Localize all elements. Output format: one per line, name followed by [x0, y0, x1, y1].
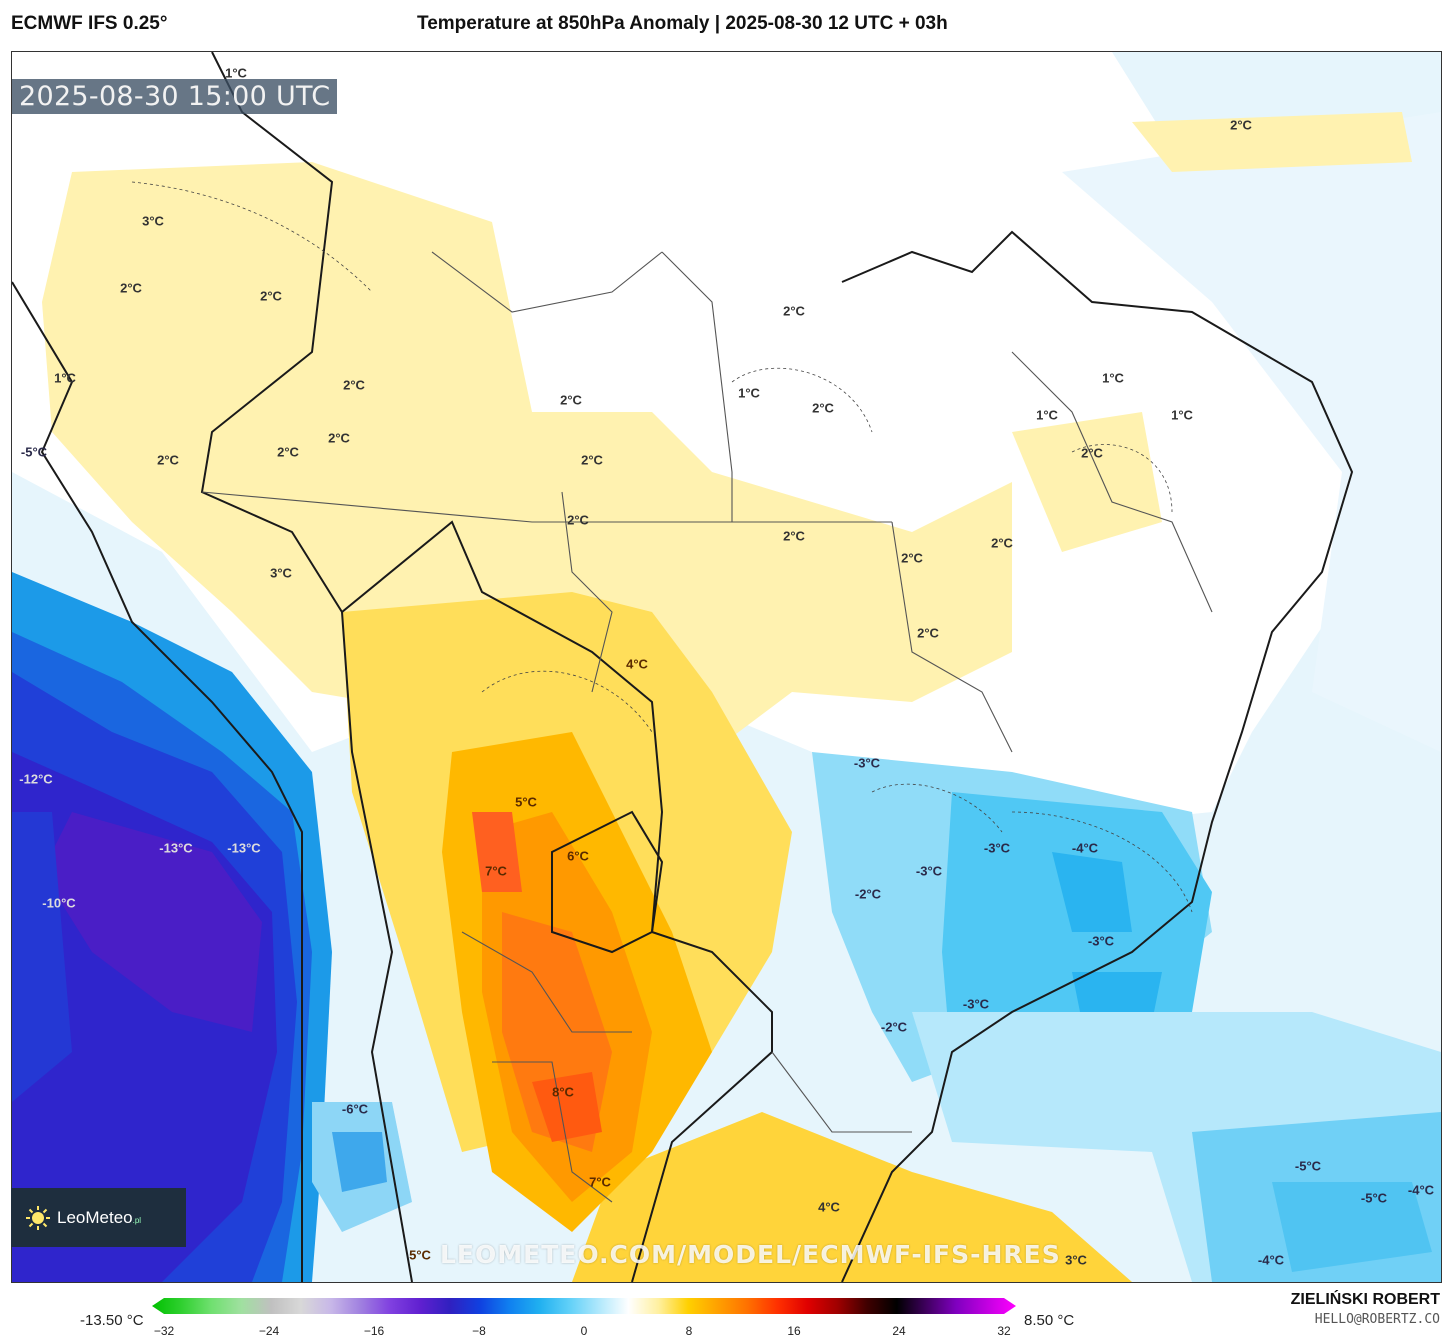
contour-label: -3°C: [983, 840, 1011, 856]
contour-label: 6°C: [567, 848, 589, 864]
contour-label: 2°C: [1081, 445, 1103, 461]
contour-label: -5°C: [20, 444, 48, 460]
logo-text: LeoMeteo.pl: [57, 1207, 142, 1227]
author-credit: ZIELIŃSKI ROBERT HELLO@ROBERTZ.CO: [1291, 1291, 1440, 1327]
contour-label: -13°C: [159, 840, 193, 856]
contour-label: -5°C: [1294, 1158, 1322, 1174]
colorbar-tick: −16: [363, 1324, 385, 1338]
colorbar-tick: 32: [997, 1324, 1011, 1338]
colorbar-tick: 16: [787, 1324, 801, 1338]
contour-label: 1°C: [1036, 407, 1058, 423]
contour-label: 2°C: [783, 528, 805, 544]
contour-label: 1°C: [54, 370, 76, 386]
contour-label: -10°C: [42, 895, 76, 911]
colorbar-tick: −8: [472, 1324, 486, 1338]
contour-label: 2°C: [120, 280, 142, 296]
colorbar-max-label: 8.50 °C: [1024, 1312, 1075, 1329]
contour-label: -3°C: [962, 996, 990, 1012]
contour-label: 4°C: [626, 656, 648, 672]
contour-label: -3°C: [853, 755, 881, 771]
map-title: Temperature at 850hPa Anomaly | 2025-08-…: [417, 13, 948, 34]
contour-label: 2°C: [260, 288, 282, 304]
contour-label: 2°C: [567, 512, 589, 528]
contour-label: 5°C: [409, 1247, 431, 1263]
contour-label: 3°C: [142, 213, 164, 229]
colorbar-tick: −32: [153, 1324, 175, 1338]
contour-label: 3°C: [270, 565, 292, 581]
anomaly-field: [12, 52, 1441, 1282]
contour-label: -6°C: [341, 1101, 369, 1117]
colorbar-min-label: -13.50 °C: [80, 1312, 144, 1329]
contour-label: 2°C: [917, 625, 939, 641]
contour-label: 2°C: [783, 303, 805, 319]
author-email: HELLO@ROBERTZ.CO: [1314, 1312, 1440, 1327]
contour-label: 1°C: [1102, 370, 1124, 386]
contour-label: 8°C: [552, 1084, 574, 1100]
author-name: ZIELIŃSKI ROBERT: [1290, 1291, 1440, 1308]
contour-label: 2°C: [343, 377, 365, 393]
contour-label: 1°C: [738, 385, 760, 401]
contour-label: 2°C: [1230, 117, 1252, 133]
leometeo-logo[interactable]: LeoMeteo.pl: [11, 1188, 186, 1247]
contour-label: 5°C: [515, 794, 537, 810]
contour-label: 2°C: [812, 400, 834, 416]
contour-label: 2°C: [901, 550, 923, 566]
model-url-watermark: LEOMETEO.COM/MODEL/ECMWF-IFS-HRES: [440, 1240, 1061, 1269]
colorbar-tick: 0: [580, 1324, 588, 1338]
contour-label: 2°C: [991, 535, 1013, 551]
colorbar-tick: 24: [892, 1324, 906, 1338]
map-panel[interactable]: 1°C 2°C 3°C 2°C 2°C 2°C 1°C 2°C 1°C 2°C 1°C 2°C 1°C 1…: [11, 51, 1442, 1283]
contour-label: 2°C: [277, 444, 299, 460]
contour-label: -4°C: [1071, 840, 1099, 856]
contour-label: 3°C: [1065, 1252, 1087, 1268]
contour-label: 4°C: [818, 1199, 840, 1215]
contour-label: 2°C: [560, 392, 582, 408]
contour-label: 1°C: [225, 65, 247, 81]
contour-label: -3°C: [915, 863, 943, 879]
contour-label: -12°C: [19, 771, 53, 787]
contour-label: 2°C: [328, 430, 350, 446]
contour-label: -5°C: [1360, 1190, 1388, 1206]
colorbar-tick: −24: [258, 1324, 280, 1338]
contour-label: 2°C: [157, 452, 179, 468]
contour-label: 2°C: [581, 452, 603, 468]
contour-label: -2°C: [880, 1019, 908, 1035]
contour-label: -2°C: [854, 886, 882, 902]
contour-label: 1°C: [1171, 407, 1193, 423]
contour-label: -4°C: [1407, 1182, 1435, 1198]
contour-label: 7°C: [589, 1174, 611, 1190]
model-name: ECMWF IFS 0.25°: [11, 13, 168, 34]
contour-label: 7°C: [485, 863, 507, 879]
valid-time-badge: 2025-08-30 15:00 UTC: [12, 79, 338, 114]
contour-label: -4°C: [1257, 1252, 1285, 1268]
sun-icon: [26, 1205, 50, 1230]
contour-label: -13°C: [227, 840, 261, 856]
colorbar-tick: 8: [685, 1324, 693, 1338]
contour-label: -3°C: [1087, 933, 1115, 949]
colorbar: [152, 1298, 1016, 1314]
